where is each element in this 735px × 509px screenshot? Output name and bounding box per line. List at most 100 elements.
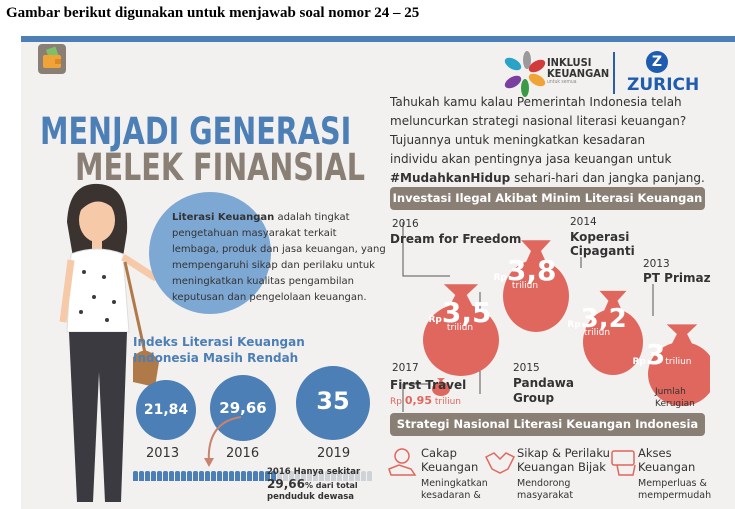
- person-icon: [349, 471, 354, 481]
- note-line: 2016 Hanya sekitar: [267, 467, 361, 477]
- person-icon: [169, 471, 174, 481]
- legend-line: Jumlah: [655, 387, 686, 397]
- intro-paragraph: Tahukah kamu kalau Pemerintah Indonesia …: [390, 93, 705, 188]
- person-icon: [205, 471, 210, 481]
- intro-line: individu akan pentingnya jasa keuangan u…: [390, 152, 672, 166]
- index-circle-2019: 35: [296, 366, 370, 440]
- population-pictogram: [133, 470, 372, 483]
- strategy-desc: Meningkatkan: [421, 478, 488, 489]
- definition-line: mempengaruhi sikap dan perilaku untuk: [172, 260, 375, 271]
- definition-line: pengetahuan masyarakat terkait: [172, 228, 337, 239]
- case-name: Group: [513, 391, 555, 405]
- strategy-item: Akses Keuangan Memperluas & mempermudah: [638, 446, 711, 502]
- case-name: Cipaganti: [570, 244, 635, 258]
- person-icon: [241, 471, 246, 481]
- legend-line: Kerugian: [655, 399, 695, 409]
- money-hand-icon: [388, 448, 417, 476]
- strategy-item: Sikap & Perilaku Keuangan Bijak Mendorong m…: [517, 446, 610, 502]
- strategy-banner: Strategi Nasional Literasi Keuangan Indo…: [390, 413, 705, 436]
- case-year: 2017: [392, 362, 419, 374]
- index-year: 2019: [317, 446, 351, 461]
- definition-circle: [149, 192, 271, 314]
- intro-line: Tahukah kamu kalau Pemerintah Indonesia …: [390, 95, 682, 109]
- strategy-item: Cakap Keuangan Meningkatkan kesadaran &: [421, 446, 488, 502]
- strategy-desc: Memperluas &: [638, 478, 707, 489]
- definition-line: adalah tingkat: [274, 212, 350, 223]
- zurich-logo-mark: Z: [646, 51, 668, 73]
- strategy-desc: masyarakat: [517, 490, 574, 501]
- person-icon: [259, 471, 264, 481]
- person-icon: [163, 471, 168, 481]
- title-line-2: MELEK FINANSIAL: [75, 146, 365, 189]
- person-icon: [319, 471, 324, 481]
- question-heading: Gambar berikut digunakan untuk menjawab …: [6, 5, 420, 21]
- person-icon: [133, 471, 138, 481]
- person-icon: [355, 471, 360, 481]
- person-icon: [199, 471, 204, 481]
- case-name: PT Primaz: [643, 271, 711, 285]
- rp-label: Rp: [493, 273, 507, 283]
- bag-pandawa: [503, 240, 569, 332]
- amount-value: 3,2: [580, 304, 627, 334]
- person-icon: [229, 471, 234, 481]
- strategy-title: Keuangan: [638, 460, 696, 474]
- person-icon: [367, 471, 372, 481]
- person-icon: [151, 471, 156, 481]
- person-icon: [139, 471, 144, 481]
- handshake-icon: [484, 452, 516, 474]
- case-year: 2016: [392, 218, 419, 230]
- definition-text: Literasi Keuangan adalah tingkat pengeta…: [172, 210, 386, 306]
- inklusi-keuangan-logo: [504, 51, 546, 97]
- strategy-desc: mempermudah: [638, 490, 712, 501]
- person-icon: [325, 471, 330, 481]
- unit-label: triliun: [665, 357, 692, 367]
- person-icon: [337, 471, 342, 481]
- index-year: 2016: [226, 446, 260, 461]
- definition-line: meningkatkan kualitas pengambilan: [172, 276, 354, 287]
- index-note: 2016 Hanya sekitar 29,66% dari total pen…: [267, 467, 360, 503]
- intro-line: Tujuannya untuk meningkatkan kesadaran: [390, 133, 646, 147]
- person-icon: [283, 471, 288, 481]
- person-icon: [343, 471, 348, 481]
- case-name: First Travel: [390, 378, 467, 392]
- note-line: penduduk dewasa: [267, 492, 355, 502]
- note-line: % dari total: [304, 481, 358, 490]
- person-icon: [313, 471, 318, 481]
- bag-amount-cipaganti: Rp3,2 triliun: [567, 304, 627, 338]
- person-icon: [247, 471, 252, 481]
- money-bags: [402, 222, 710, 412]
- strategy-desc: kesadaran &: [421, 490, 481, 501]
- rp-label: Rp: [632, 357, 646, 367]
- person-icon: [223, 471, 228, 481]
- case-name: Pandawa: [513, 376, 574, 390]
- unit-label: triliun: [434, 397, 461, 407]
- case-year: 2015: [513, 362, 540, 374]
- arrow-icon: [204, 416, 242, 467]
- zurich-logo-text: ZURICH: [627, 75, 700, 95]
- person-icon: [331, 471, 336, 481]
- person-icon: [217, 471, 222, 481]
- case-year: 2014: [570, 216, 597, 228]
- title-line-1: MENJADI GENERASI: [40, 110, 352, 153]
- person-icon: [301, 471, 306, 481]
- amount-value: 3: [645, 338, 666, 371]
- legend-label: Jumlah Kerugian: [655, 386, 695, 410]
- person-icon: [193, 471, 198, 481]
- case-amount: Rp 0,95 triliun: [390, 394, 461, 407]
- logo-divider: [613, 52, 615, 94]
- rp-label: Rp: [428, 315, 442, 325]
- person-icon: [307, 471, 312, 481]
- index-circle-2016: 29,66: [210, 375, 276, 441]
- person-icon: [145, 471, 150, 481]
- wallet-icon: [38, 44, 66, 74]
- definition-line: lembaga, produk dan jasa keuangan, yang: [172, 244, 386, 255]
- index-year: 2013: [146, 446, 180, 461]
- person-icon: [289, 471, 294, 481]
- person-icon: [175, 471, 180, 481]
- person-icon: [157, 471, 162, 481]
- case-name: Dream for Freedom: [390, 232, 522, 246]
- hashtag: #MudahkanHidup: [390, 171, 511, 185]
- unit-label: triliun: [511, 281, 539, 291]
- amount-value: 3,8: [506, 254, 557, 287]
- index-title-line: Indeks Literasi Keuangan: [133, 335, 305, 349]
